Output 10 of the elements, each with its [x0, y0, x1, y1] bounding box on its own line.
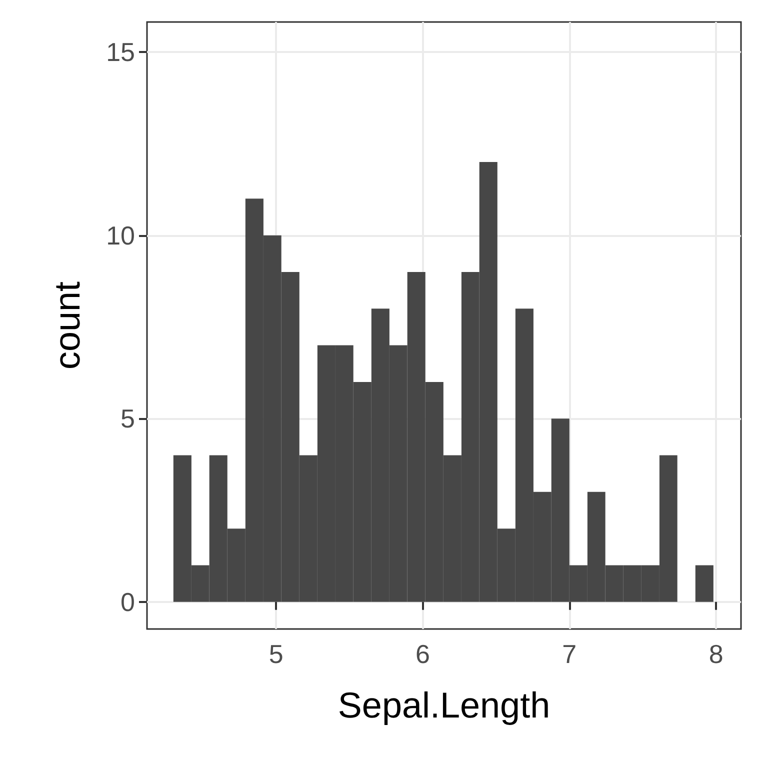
y-tick-label: 15 — [106, 37, 135, 68]
x-tick-label: 7 — [562, 639, 577, 669]
y-tick-label: 5 — [120, 404, 135, 434]
x-tick-label: 6 — [416, 639, 430, 669]
y-tick-label: 0 — [120, 586, 135, 617]
y-tick-label: 10 — [106, 220, 135, 250]
x-tick-label: 5 — [268, 639, 284, 669]
y-axis-title: count — [46, 281, 88, 370]
x-tick-label: 8 — [708, 639, 724, 669]
x-axis-title: Sepal.Length — [338, 684, 550, 726]
